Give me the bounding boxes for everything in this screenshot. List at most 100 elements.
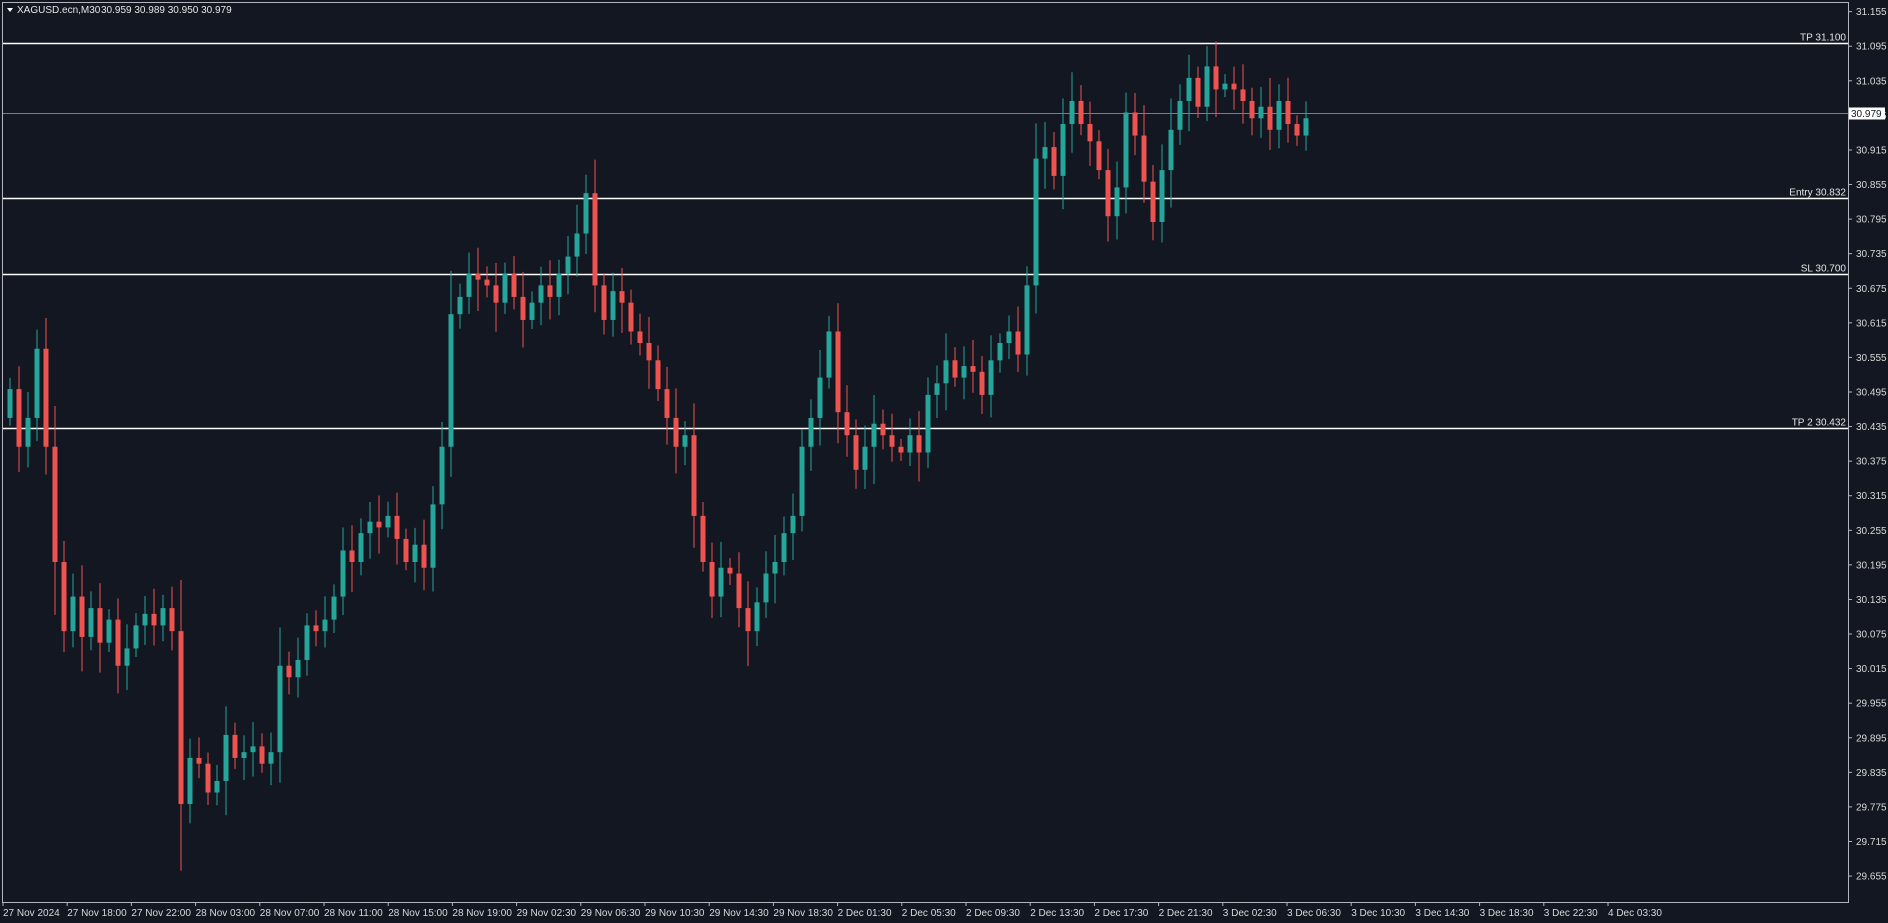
- candle-bull: [826, 315, 832, 389]
- candle-body: [214, 780, 220, 793]
- candle-body: [1267, 106, 1273, 130]
- candle-bull: [70, 573, 76, 648]
- candle-bull: [439, 422, 445, 530]
- candle-bear: [259, 733, 265, 773]
- candle-body: [259, 746, 265, 764]
- candle-body: [601, 285, 607, 320]
- candle-body: [925, 394, 931, 453]
- candle-bear: [1213, 41, 1219, 117]
- candle-body: [1042, 147, 1048, 159]
- candle-bull: [322, 596, 328, 648]
- candle-body: [1186, 77, 1192, 101]
- candle-bear: [970, 339, 976, 393]
- candle-body: [853, 435, 859, 470]
- price-tick-label: 30.315: [1856, 491, 1887, 502]
- candle-bull: [943, 333, 949, 411]
- candle-body: [610, 291, 616, 320]
- candle-body: [241, 752, 247, 758]
- candle-body: [988, 360, 994, 395]
- candle-bear: [1267, 78, 1273, 150]
- candle-bear: [376, 495, 382, 554]
- candle-bear: [709, 542, 715, 618]
- candle-bull: [187, 738, 193, 824]
- candle-bull: [574, 204, 580, 277]
- candle-bull: [1258, 87, 1264, 138]
- collapse-triangle-icon[interactable]: [7, 8, 13, 12]
- time-tick-label: 4 Dec 03:30: [1608, 908, 1662, 919]
- candle-bull: [1024, 266, 1030, 376]
- candle-body: [457, 296, 463, 315]
- candle-bull: [1114, 161, 1120, 240]
- time-tick-label: 29 Nov 06:30: [581, 908, 641, 919]
- candle-body: [1159, 170, 1165, 222]
- candle-bull: [925, 377, 931, 469]
- candle-bear: [655, 345, 661, 402]
- candle-bull: [502, 262, 508, 314]
- candle-bear: [61, 541, 67, 653]
- candle-body: [592, 193, 598, 286]
- candle-body: [349, 550, 355, 562]
- candle-bull: [871, 394, 877, 485]
- candle-bear: [889, 413, 895, 462]
- candle-body: [1105, 170, 1111, 217]
- candle-body: [322, 619, 328, 632]
- candle-bear: [1150, 165, 1156, 241]
- candle-body: [367, 521, 373, 534]
- candle-bull: [160, 594, 166, 642]
- candle-bear: [169, 586, 175, 651]
- candle-body: [430, 504, 436, 568]
- price-tick-label: 30.135: [1856, 595, 1887, 606]
- candle-bear: [1096, 130, 1102, 180]
- candle-body: [1276, 100, 1282, 130]
- candle-bear: [511, 256, 517, 310]
- candle-body: [313, 625, 319, 632]
- candle-body: [781, 533, 787, 562]
- candle-body: [340, 550, 346, 597]
- candle-bull: [385, 501, 391, 538]
- candle-body: [1195, 77, 1201, 107]
- price-tick-label: 30.195: [1856, 560, 1887, 571]
- candle-bear: [646, 316, 652, 389]
- time-tick-label: 29 Nov 10:30: [645, 908, 705, 919]
- candle-bull: [1186, 54, 1192, 132]
- candle-body: [484, 279, 490, 286]
- candle-body: [619, 291, 625, 303]
- candle-body: [682, 435, 688, 447]
- candle-body: [16, 389, 22, 447]
- candle-body: [403, 538, 409, 562]
- candle-bull: [961, 346, 967, 400]
- candle-bear: [52, 406, 58, 615]
- candle-body: [88, 608, 94, 637]
- candle-bull: [142, 596, 148, 645]
- candle-bear: [952, 347, 958, 387]
- candle-bull: [250, 722, 256, 777]
- candle-bull: [610, 272, 616, 337]
- candle-bull: [106, 609, 112, 653]
- candle-body: [1114, 187, 1120, 217]
- candle-body: [898, 446, 904, 453]
- candle-body: [916, 435, 922, 453]
- candle-bear: [1231, 66, 1237, 110]
- price-tag-box: [1849, 107, 1885, 120]
- candle-body: [124, 648, 130, 666]
- candle-body: [826, 331, 832, 378]
- candle-bull: [241, 735, 247, 780]
- time-tick-label: 29 Nov 18:30: [773, 908, 833, 919]
- candle-body: [1294, 124, 1300, 136]
- candle-bull: [934, 365, 940, 419]
- candle-bear: [421, 519, 427, 591]
- candle-bull: [214, 765, 220, 806]
- candle-bull: [331, 584, 337, 634]
- candle-bull: [1303, 101, 1309, 151]
- time-tick-label: 3 Dec 06:30: [1287, 908, 1341, 919]
- time-tick-label: 28 Nov 11:00: [324, 908, 383, 919]
- time-tick-label: 27 Nov 2024: [3, 908, 60, 919]
- candle-bull: [538, 266, 544, 326]
- candle-bull: [367, 502, 373, 559]
- candle-body: [70, 596, 76, 632]
- candle-bull: [790, 493, 796, 560]
- candle-body: [961, 366, 967, 378]
- candle-body: [943, 360, 949, 384]
- candle-bear: [1015, 306, 1021, 373]
